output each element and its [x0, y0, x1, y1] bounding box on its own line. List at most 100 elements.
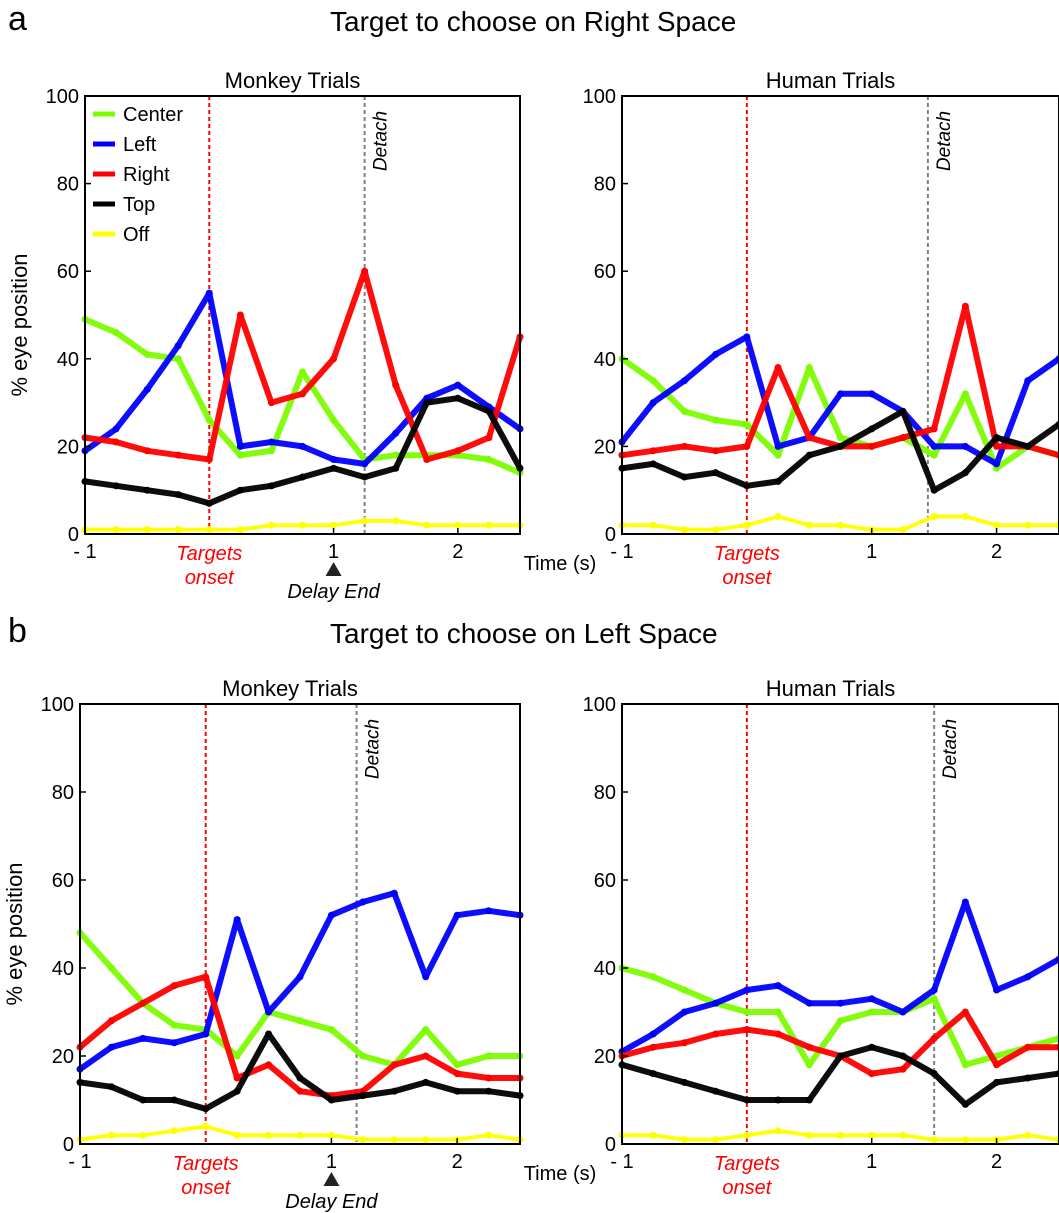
delay-end-label: Delay End [287, 581, 380, 603]
data-point-left [267, 438, 275, 446]
data-point-off [930, 512, 938, 520]
data-point-right [899, 1065, 907, 1073]
data-point-top [170, 1096, 178, 1104]
detach-label: Detach [363, 719, 384, 779]
data-point-right [143, 447, 151, 455]
data-point-off [774, 1127, 782, 1135]
data-point-center [805, 1061, 813, 1069]
data-point-right [392, 381, 400, 389]
data-point-left [837, 390, 844, 398]
data-point-right [712, 1030, 720, 1038]
legend-label: Off [123, 224, 150, 246]
targets-label: Targets [714, 543, 780, 565]
x-tick-label: 2 [452, 1151, 463, 1173]
onset-label: onset [185, 567, 235, 589]
data-point-center [743, 421, 751, 428]
data-point-right [805, 1043, 813, 1051]
data-point-center [649, 377, 657, 385]
data-point-top [1024, 1074, 1032, 1082]
data-point-center [961, 1061, 969, 1069]
data-point-center [392, 451, 400, 459]
data-point-off [139, 1131, 147, 1139]
data-point-left [170, 1039, 178, 1047]
data-point-off [170, 1127, 178, 1135]
data-point-right [961, 1008, 969, 1016]
data-point-top [712, 469, 720, 477]
data-point-right [961, 302, 969, 310]
legend-label: Center [123, 104, 183, 126]
data-point-top [202, 1105, 210, 1113]
data-point-top [680, 473, 688, 481]
data-point-right [680, 442, 688, 450]
data-point-left [265, 1008, 273, 1016]
data-point-right [649, 447, 657, 455]
data-point-left [899, 1008, 907, 1016]
data-point-right [930, 1034, 938, 1042]
panel-letter-b: b [8, 612, 27, 650]
x-tick-label: - 1 [610, 1151, 633, 1173]
data-point-off [485, 521, 493, 529]
data-point-center [930, 451, 938, 459]
data-point-center [680, 407, 688, 415]
y-tick-label: 60 [594, 261, 616, 283]
data-point-left [930, 986, 938, 994]
data-point-right [267, 399, 275, 407]
data-point-left [299, 442, 306, 450]
plot-frame [621, 703, 1059, 1145]
y-tick-label: 60 [57, 261, 79, 283]
chart-2: Human Trials Detach 0 20 40 60 80 100 - 1 1 2 Targe… [583, 68, 1059, 589]
y-tick-label: 80 [57, 174, 79, 196]
data-point-right [899, 434, 907, 442]
data-point-left [143, 385, 151, 393]
data-point-off [1024, 521, 1032, 529]
data-point-center [649, 973, 657, 981]
data-point-off [236, 526, 244, 534]
x-tick-label: - 1 [73, 541, 96, 563]
data-point-top [392, 464, 400, 472]
data-point-center [112, 329, 120, 337]
data-point-right [712, 447, 720, 455]
data-point-top [265, 1030, 273, 1038]
data-point-off [423, 521, 431, 529]
data-point-off [359, 1136, 367, 1144]
data-point-off [422, 1136, 430, 1144]
data-point-left [993, 986, 1001, 994]
y-tick-label: 0 [68, 524, 79, 546]
data-point-right [361, 267, 369, 275]
data-point-right [202, 973, 210, 981]
data-point-top [485, 407, 493, 415]
y-tick-label: 20 [594, 436, 616, 458]
data-point-top [961, 469, 969, 477]
data-point-left [422, 973, 430, 981]
data-point-left [837, 999, 844, 1007]
data-point-center [327, 1026, 335, 1034]
plot-frame [84, 95, 521, 535]
chart-1: Monkey Trials Detach 0 20 40 60 80 100 - 1 1 2 Targ… [7, 68, 596, 603]
data-point-center [774, 1008, 782, 1016]
detach-label: Detach [934, 111, 955, 171]
data-point-center [930, 995, 938, 1003]
y-tick-label: 20 [52, 1046, 74, 1068]
panel-letter-a: a [8, 0, 27, 38]
data-point-left [361, 460, 369, 468]
data-point-right [774, 1030, 782, 1038]
onset-label: onset [722, 1177, 772, 1199]
data-point-left [359, 898, 367, 906]
data-point-top [454, 394, 462, 402]
data-point-off [930, 1136, 938, 1144]
data-point-top [236, 486, 244, 494]
data-point-off [961, 1136, 969, 1144]
data-point-center [485, 456, 493, 464]
y-tick-label: 40 [594, 349, 616, 371]
data-point-top [743, 1096, 751, 1104]
data-point-right [680, 1039, 688, 1047]
data-point-left [296, 973, 304, 981]
data-point-top [296, 1074, 304, 1082]
data-point-center [174, 355, 182, 363]
data-point-left [139, 1034, 147, 1042]
data-point-left [453, 911, 461, 919]
data-point-off [649, 1131, 657, 1139]
data-point-off [296, 1131, 304, 1139]
data-point-top [233, 1087, 241, 1095]
